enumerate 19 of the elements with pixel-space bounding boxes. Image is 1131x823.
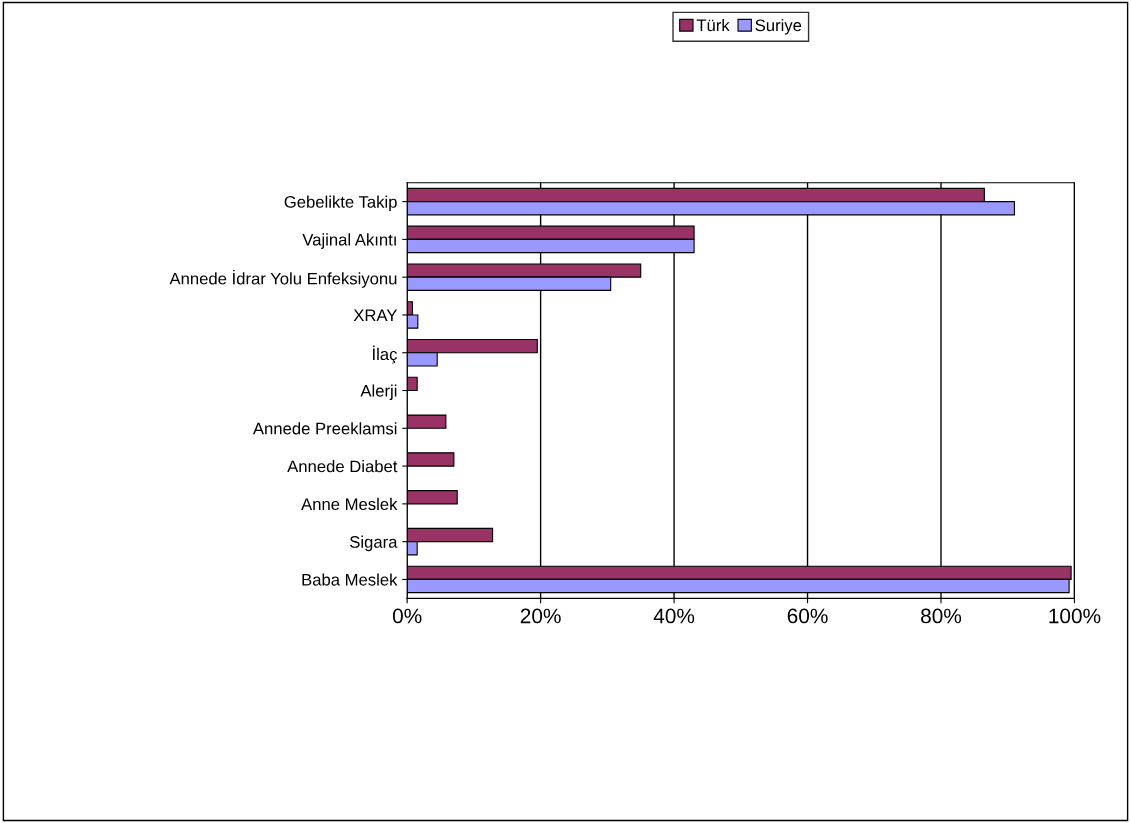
y-tick-label: Vajinal Akıntı <box>302 233 396 249</box>
y-tick-label: Baba Meslek <box>302 573 398 586</box>
y-tick-label: Anne Meslek <box>301 497 398 511</box>
legend-label: Türk <box>696 18 730 32</box>
legend-label: Suriye <box>755 18 802 35</box>
y-tick-label: XRAY <box>353 309 398 321</box>
y-tick-label: Annede Preeklamsi <box>252 422 397 435</box>
x-tick-label: 80% <box>921 608 962 624</box>
x-tick-label: 40% <box>653 608 695 624</box>
y-tick-label: Sigara <box>350 535 398 552</box>
y-tick-label: Gebelikte Takip <box>284 195 397 212</box>
y-tick-label: Annede İdrar Yolu Enfeksiyonu <box>169 269 397 288</box>
y-tick-label: Alerji <box>360 384 397 401</box>
x-tick-label: 100% <box>1049 608 1101 624</box>
y-tick-label: İlaç <box>373 345 397 364</box>
x-tick-label: 20% <box>520 608 561 624</box>
y-tick-label: Annede Diabet <box>287 460 398 473</box>
x-tick-label: 0% <box>392 608 422 624</box>
x-tick-label: 60% <box>787 608 828 624</box>
